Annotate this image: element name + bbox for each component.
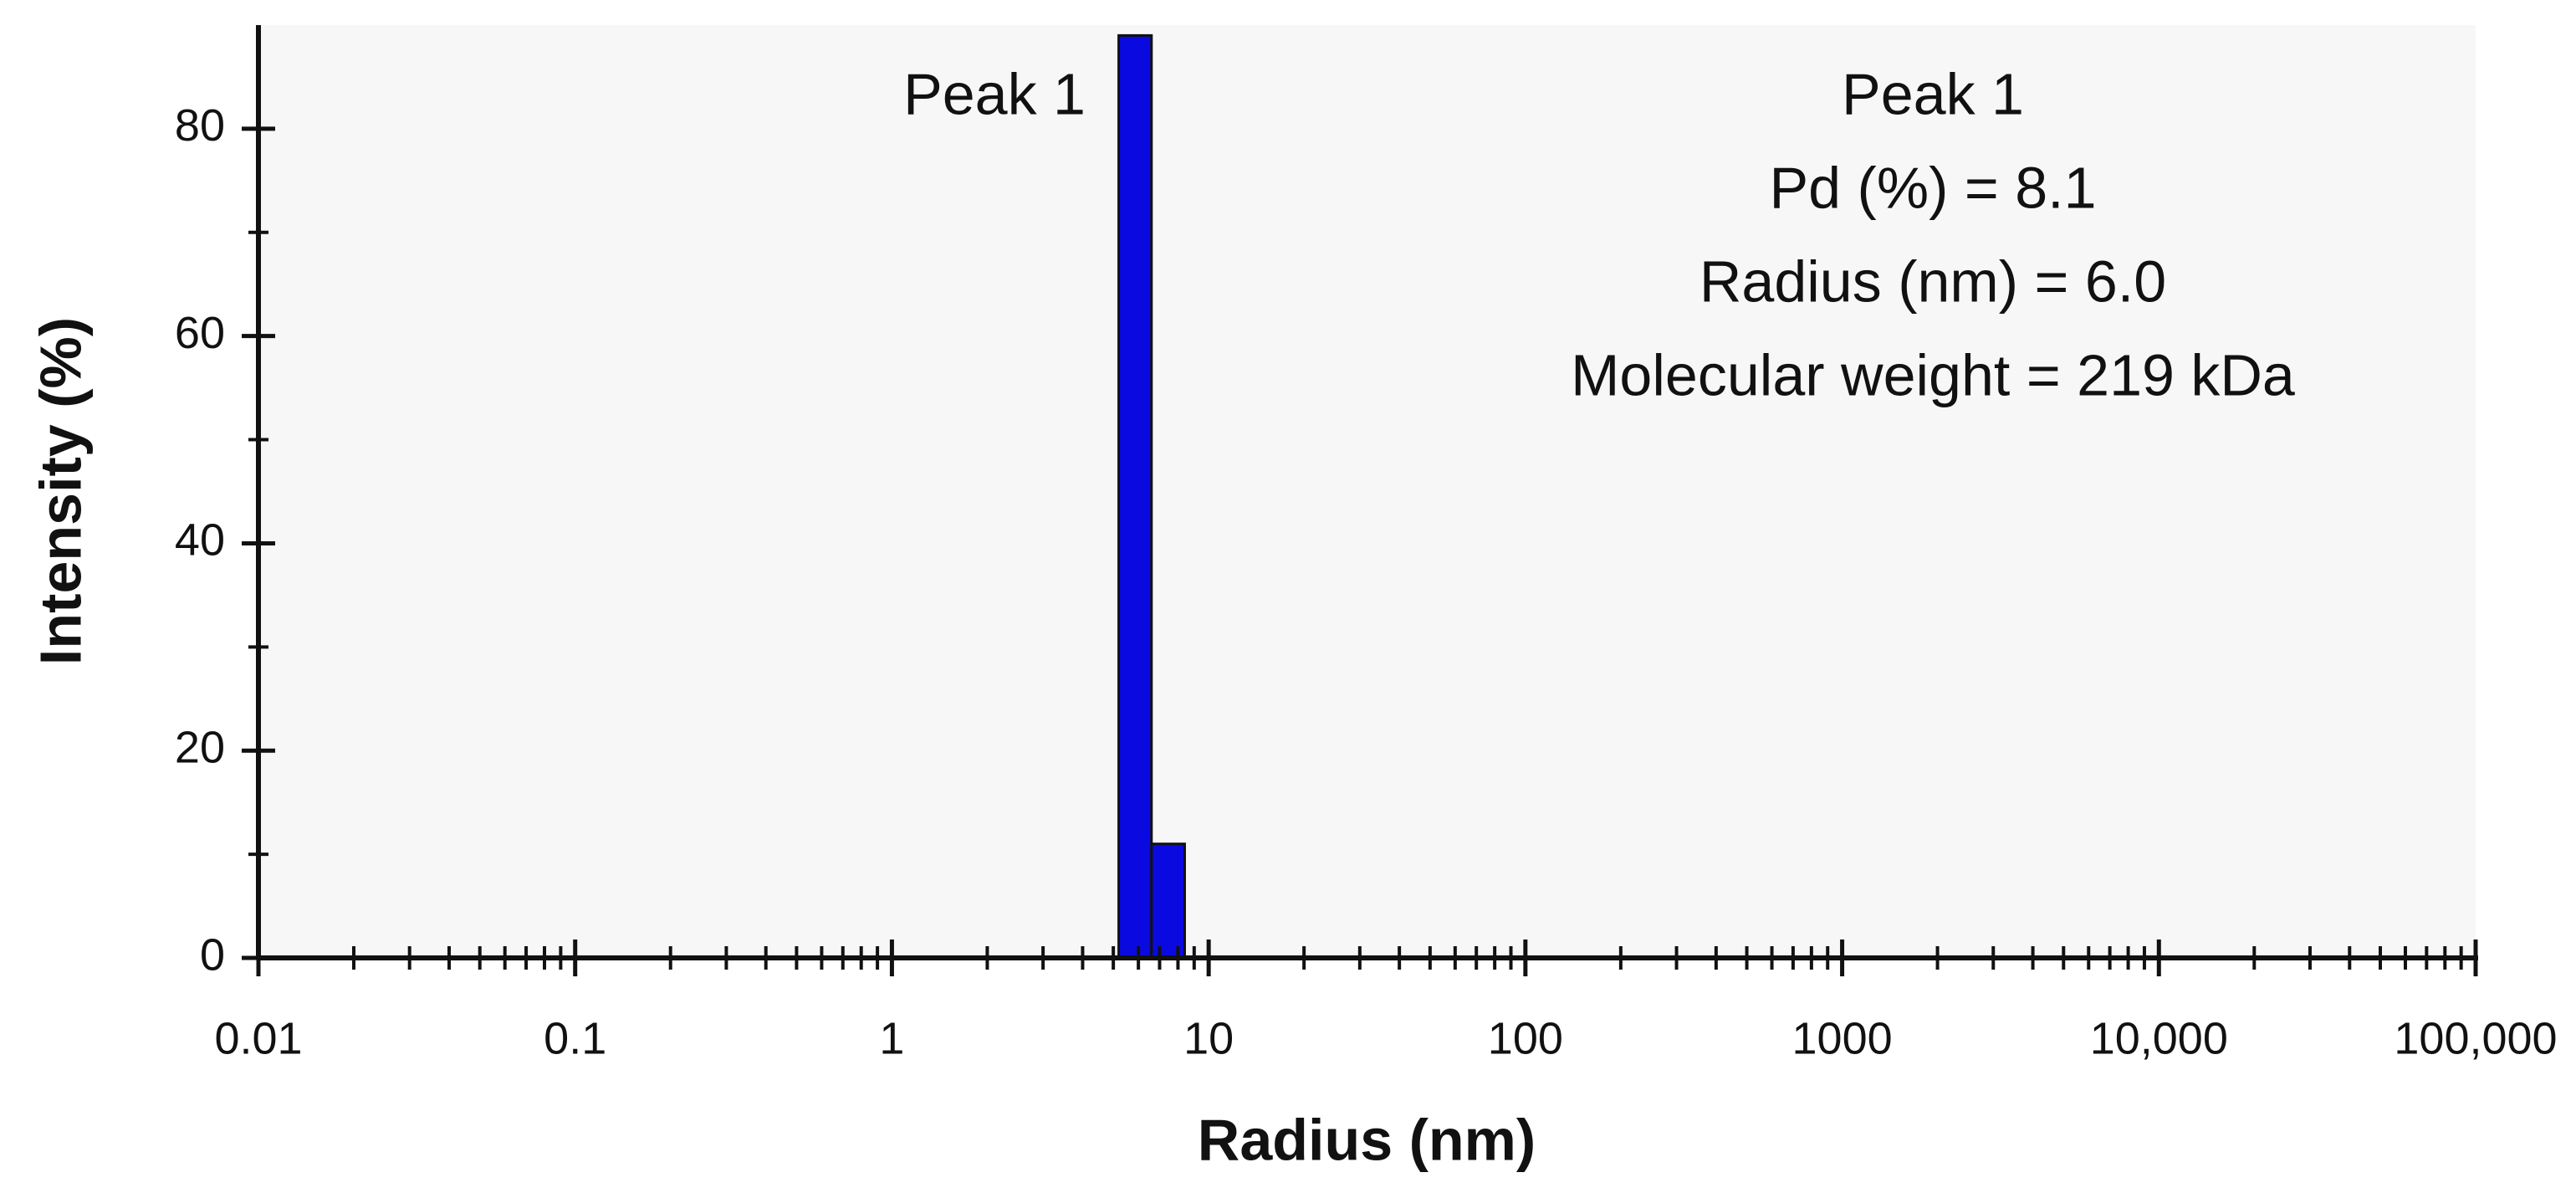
x-tick-label: 1000 <box>1792 1013 1893 1063</box>
x-tick-label: 100 <box>1488 1013 1563 1063</box>
peak-info-line: Molecular weight = 219 kDa <box>1571 342 2295 407</box>
y-tick-label: 0 <box>200 929 225 980</box>
x-tick-label: 0.01 <box>214 1013 302 1063</box>
x-tick-label: 100,000 <box>2394 1013 2557 1063</box>
peak-info: Peak 1 Pd (%) = 8.1 Radius (nm) = 6.0 Mo… <box>1571 61 2295 407</box>
y-axis-title: Intensity (%) <box>28 317 93 665</box>
y-tick-label: 60 <box>175 308 225 358</box>
peak-info-line: Pd (%) = 8.1 <box>1769 155 2096 220</box>
bar <box>1150 842 1186 960</box>
peak-label: Peak 1 <box>903 61 1086 126</box>
y-tick-label: 40 <box>175 515 225 566</box>
plot-area <box>258 25 2476 958</box>
y-tick-label: 80 <box>175 100 225 151</box>
peak-info-title: Peak 1 <box>1842 61 2024 126</box>
bar <box>1117 33 1153 960</box>
x-tick-label: 0.1 <box>544 1013 606 1063</box>
peak-info-line: Radius (nm) = 6.0 <box>1699 248 2166 314</box>
x-axis-title: Radius (nm) <box>1198 1107 1536 1172</box>
y-tick-label: 20 <box>175 722 225 772</box>
x-tick-label: 10 <box>1183 1013 1234 1063</box>
x-tick-label: 1 <box>879 1013 904 1063</box>
x-tick-label: 10,000 <box>2090 1013 2228 1063</box>
